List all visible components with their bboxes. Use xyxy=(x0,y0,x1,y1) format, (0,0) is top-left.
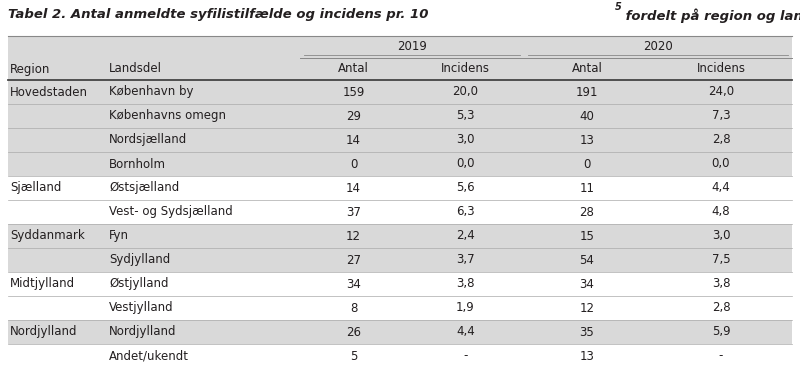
Text: 3,8: 3,8 xyxy=(712,277,730,291)
Text: 12: 12 xyxy=(579,302,594,314)
Text: 35: 35 xyxy=(580,325,594,339)
Text: Nordsjælland: Nordsjælland xyxy=(109,134,187,146)
Text: 1,9: 1,9 xyxy=(456,302,475,314)
Text: 34: 34 xyxy=(579,277,594,291)
Text: 159: 159 xyxy=(342,86,365,98)
Text: 3,0: 3,0 xyxy=(712,229,730,243)
Text: 13: 13 xyxy=(579,350,594,362)
Bar xyxy=(8,104,792,128)
Text: 34: 34 xyxy=(346,277,361,291)
Text: Vestjylland: Vestjylland xyxy=(109,302,174,314)
Text: 0,0: 0,0 xyxy=(712,157,730,171)
Text: 0: 0 xyxy=(583,157,590,171)
Text: 24,0: 24,0 xyxy=(708,86,734,98)
Text: 5: 5 xyxy=(350,350,357,362)
Text: 3,0: 3,0 xyxy=(456,134,474,146)
Text: Nordjylland: Nordjylland xyxy=(109,325,177,339)
Text: København by: København by xyxy=(109,86,194,98)
Text: 3,7: 3,7 xyxy=(456,254,475,266)
Text: 37: 37 xyxy=(346,205,361,219)
Text: 7,3: 7,3 xyxy=(712,109,730,123)
Bar xyxy=(8,36,792,80)
Text: 3,8: 3,8 xyxy=(456,277,474,291)
Text: Københavns omegn: Københavns omegn xyxy=(109,109,226,123)
Text: Vest- og Sydsjælland: Vest- og Sydsjælland xyxy=(109,205,233,219)
Text: Bornholm: Bornholm xyxy=(109,157,166,171)
Text: 27: 27 xyxy=(346,254,361,266)
Bar xyxy=(8,248,792,272)
Text: 14: 14 xyxy=(346,182,361,194)
Text: Hovedstaden: Hovedstaden xyxy=(10,86,88,98)
Text: 2,8: 2,8 xyxy=(712,302,730,314)
Text: Østsjælland: Østsjælland xyxy=(109,182,179,194)
Text: 7,5: 7,5 xyxy=(712,254,730,266)
Text: Syddanmark: Syddanmark xyxy=(10,229,85,243)
Text: 20,0: 20,0 xyxy=(453,86,478,98)
Bar xyxy=(8,344,792,366)
Text: 8: 8 xyxy=(350,302,357,314)
Text: 13: 13 xyxy=(579,134,594,146)
Text: Andet/ukendt: Andet/ukendt xyxy=(109,350,189,362)
Text: 6,3: 6,3 xyxy=(456,205,475,219)
Text: 12: 12 xyxy=(346,229,361,243)
Bar xyxy=(8,224,792,248)
Text: 4,4: 4,4 xyxy=(456,325,475,339)
Text: 2020: 2020 xyxy=(643,41,673,53)
Text: 2019: 2019 xyxy=(397,41,427,53)
Text: 40: 40 xyxy=(579,109,594,123)
Bar xyxy=(8,272,792,296)
Text: 2,8: 2,8 xyxy=(712,134,730,146)
Text: Landsdel: Landsdel xyxy=(109,63,162,75)
Text: 29: 29 xyxy=(346,109,361,123)
Text: fordelt på region og landsdel, 2019 og 2020: fordelt på region og landsdel, 2019 og 2… xyxy=(621,8,800,23)
Text: Sydjylland: Sydjylland xyxy=(109,254,170,266)
Text: 0: 0 xyxy=(350,157,357,171)
Text: Fyn: Fyn xyxy=(109,229,129,243)
Text: Midtjylland: Midtjylland xyxy=(10,277,75,291)
Text: 28: 28 xyxy=(579,205,594,219)
Text: 5: 5 xyxy=(615,2,622,12)
Text: 4,4: 4,4 xyxy=(712,182,730,194)
Text: Tabel 2. Antal anmeldte syfilistilfælde og incidens pr. 10: Tabel 2. Antal anmeldte syfilistilfælde … xyxy=(8,8,429,21)
Text: Østjylland: Østjylland xyxy=(109,277,169,291)
Text: Incidens: Incidens xyxy=(441,63,490,75)
Text: 191: 191 xyxy=(576,86,598,98)
Text: 14: 14 xyxy=(346,134,361,146)
Text: 54: 54 xyxy=(579,254,594,266)
Text: 2,4: 2,4 xyxy=(456,229,475,243)
Text: Incidens: Incidens xyxy=(697,63,746,75)
Text: 0,0: 0,0 xyxy=(456,157,474,171)
Text: -: - xyxy=(463,350,468,362)
Bar xyxy=(8,200,792,224)
Text: 5,6: 5,6 xyxy=(456,182,475,194)
Text: 4,8: 4,8 xyxy=(712,205,730,219)
Text: 26: 26 xyxy=(346,325,361,339)
Bar xyxy=(8,152,792,176)
Text: Antal: Antal xyxy=(338,63,369,75)
Text: Nordjylland: Nordjylland xyxy=(10,325,78,339)
Text: 15: 15 xyxy=(579,229,594,243)
Text: Antal: Antal xyxy=(571,63,602,75)
Text: Region: Region xyxy=(10,63,50,75)
Text: 11: 11 xyxy=(579,182,594,194)
Text: 5,9: 5,9 xyxy=(712,325,730,339)
Bar xyxy=(8,296,792,320)
Text: Sjælland: Sjælland xyxy=(10,182,62,194)
Text: -: - xyxy=(719,350,723,362)
Bar xyxy=(8,128,792,152)
Bar xyxy=(8,176,792,200)
Bar xyxy=(8,320,792,344)
Text: 5,3: 5,3 xyxy=(456,109,474,123)
Bar xyxy=(8,80,792,104)
